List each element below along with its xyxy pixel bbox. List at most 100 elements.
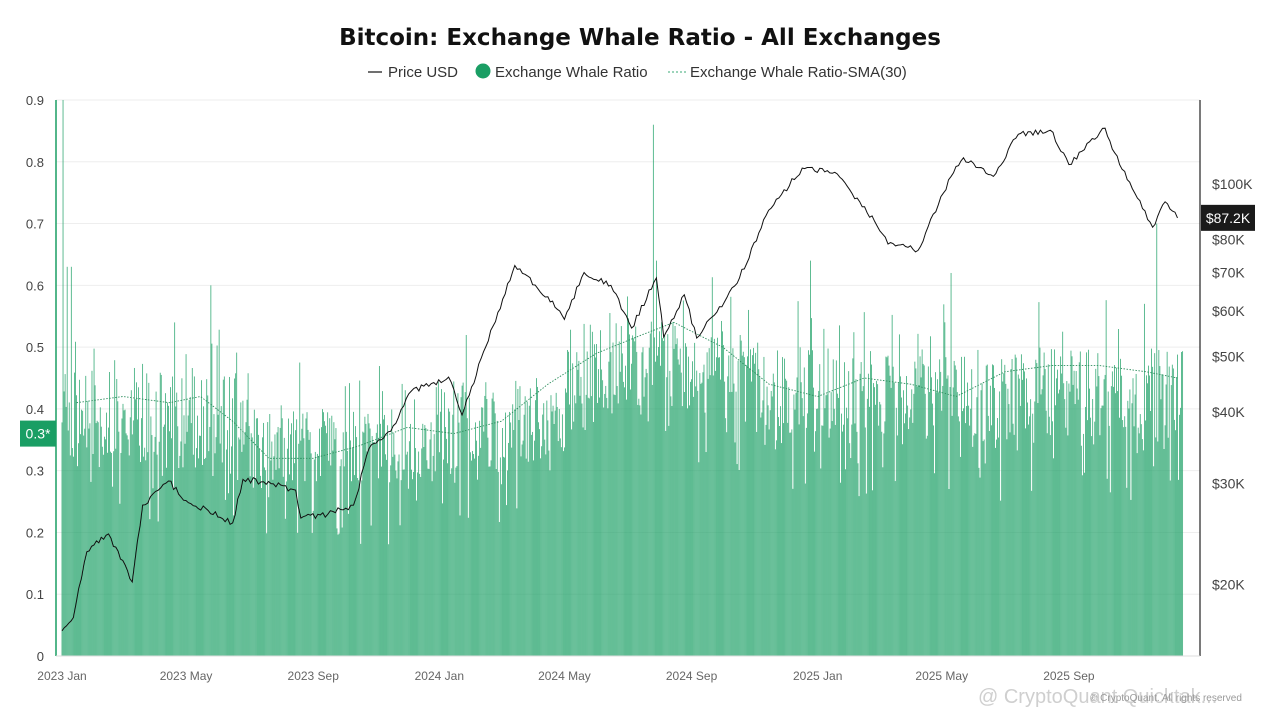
- whale-ratio-bar: [741, 355, 743, 656]
- whale-ratio-bar: [821, 425, 823, 656]
- whale-ratio-bar: [437, 381, 439, 656]
- whale-ratio-bar: [402, 469, 404, 656]
- whale-ratio-bar: [1178, 479, 1179, 656]
- whale-ratio-bar: [1031, 490, 1033, 656]
- whale-ratio-bar: [795, 392, 797, 656]
- whale-ratio-bar: [1170, 385, 1172, 656]
- whale-ratio-bar: [171, 438, 172, 656]
- whale-ratio-bar: [840, 482, 841, 656]
- whale-ratio-bar: [174, 322, 176, 656]
- whale-ratio-bar: [1135, 373, 1137, 656]
- whale-ratio-bar: [68, 402, 70, 656]
- x-tick-label: 2025 Sep: [1043, 669, 1095, 683]
- whale-ratio-bar: [973, 435, 975, 656]
- right-current-value: $87.2K: [1206, 210, 1251, 226]
- whale-ratio-bar: [783, 423, 784, 656]
- whale-ratio-bar: [578, 360, 580, 656]
- whale-ratio-bar: [427, 468, 429, 656]
- whale-ratio-bar: [582, 427, 584, 656]
- y-left-tick-label: 0.3: [26, 464, 44, 479]
- whale-ratio-bar: [450, 473, 452, 656]
- y-left-tick-label: 0.7: [26, 217, 44, 232]
- whale-ratio-bar: [559, 438, 561, 656]
- whale-ratio-bar: [753, 347, 754, 656]
- whale-ratio-bar: [1147, 383, 1148, 656]
- whale-ratio-bar: [193, 376, 195, 656]
- whale-ratio-bar: [920, 377, 922, 656]
- whale-ratio-bar: [308, 439, 310, 656]
- whale-ratio-bar: [865, 493, 867, 656]
- whale-ratio-bar: [387, 425, 389, 656]
- whale-ratio-bar: [705, 452, 707, 656]
- whale-ratio-bar: [1169, 480, 1171, 656]
- whale-ratio-bar: [837, 397, 839, 656]
- whale-ratio-bar: [1065, 427, 1067, 656]
- whale-ratio-bar: [759, 377, 761, 656]
- whale-ratio-bar: [595, 357, 596, 656]
- whale-ratio-bar: [966, 406, 967, 656]
- whale-ratio-bar: [587, 397, 589, 656]
- whale-ratio-bar: [556, 406, 558, 656]
- whale-ratio-bar: [932, 403, 933, 656]
- whale-ratio-bar: [708, 348, 710, 656]
- whale-ratio-bar: [1102, 405, 1104, 656]
- whale-ratio-bar: [235, 373, 237, 656]
- whale-ratio-bar: [713, 338, 715, 656]
- x-axis: 2023 Jan 2023 May 2023 Sep 2024 Jan 2024 May…: [37, 669, 1095, 683]
- whale-ratio-bar: [512, 404, 514, 656]
- whale-ratio-bar: [540, 458, 542, 656]
- whale-ratio-bar: [312, 510, 314, 656]
- whale-ratio-bar: [942, 385, 944, 656]
- whale-ratio-bar: [546, 400, 548, 656]
- whale-ratio-bar: [793, 394, 795, 656]
- whale-ratio-bar: [640, 414, 642, 656]
- whale-ratio-bar: [399, 525, 401, 656]
- whale-ratio-bar: [579, 395, 581, 656]
- whale-ratio-bar: [527, 461, 529, 656]
- whale-ratio-bar: [337, 534, 339, 656]
- whale-ratio-bar: [968, 405, 970, 656]
- whale-ratio-bar: [1152, 366, 1154, 656]
- whale-ratio-bar: [574, 395, 576, 656]
- whale-ratio-bar: [1128, 408, 1130, 656]
- whale-ratio-bar: [940, 371, 942, 656]
- whale-ratio-bar: [882, 467, 884, 656]
- whale-ratio-bar: [1124, 416, 1126, 656]
- whale-ratio-bar: [875, 404, 876, 656]
- whale-ratio-bar: [156, 454, 158, 656]
- whale-ratio-bar: [176, 392, 178, 656]
- whale-ratio-bar: [841, 413, 842, 656]
- whale-ratio-bar: [506, 505, 507, 656]
- whale-ratio-bar: [361, 480, 363, 656]
- whale-ratio-bar: [1060, 356, 1062, 656]
- whale-ratio-bar: [1136, 453, 1138, 656]
- whale-ratio-bar: [520, 456, 522, 656]
- whale-ratio-bar: [693, 396, 695, 656]
- whale-ratio-bar: [227, 430, 228, 656]
- whale-ratio-bar: [358, 480, 360, 656]
- whale-ratio-bar: [365, 423, 367, 656]
- whale-ratio-bar: [1088, 349, 1089, 656]
- whale-ratio-bar: [1004, 364, 1006, 656]
- whale-ratio-bar: [1056, 378, 1057, 656]
- whale-ratio-bar: [1042, 375, 1044, 656]
- whale-ratio-bar: [225, 449, 227, 656]
- whale-ratio-bar: [985, 365, 987, 656]
- whale-ratio-bar: [238, 437, 240, 656]
- whale-ratio-bar: [671, 405, 673, 656]
- whale-ratio-bar: [1012, 423, 1014, 656]
- whale-ratio-bar: [752, 355, 753, 656]
- whale-ratio-bar: [286, 448, 288, 656]
- whale-ratio-bar: [1019, 405, 1021, 656]
- y-left-tick-label: 0: [37, 649, 44, 664]
- whale-ratio-bar: [311, 533, 313, 656]
- whale-ratio-bar: [1129, 389, 1131, 656]
- whale-ratio-bar: [175, 406, 177, 656]
- whale-ratio-bar: [774, 449, 776, 656]
- whale-ratio-bar: [148, 382, 150, 656]
- whale-ratio-bar: [909, 417, 911, 656]
- legend: Price USD Exchange Whale Ratio Exchange …: [368, 63, 907, 81]
- whale-ratio-bar: [650, 321, 652, 656]
- whale-ratio-bar: [739, 335, 741, 656]
- whale-ratio-bar: [1027, 402, 1028, 656]
